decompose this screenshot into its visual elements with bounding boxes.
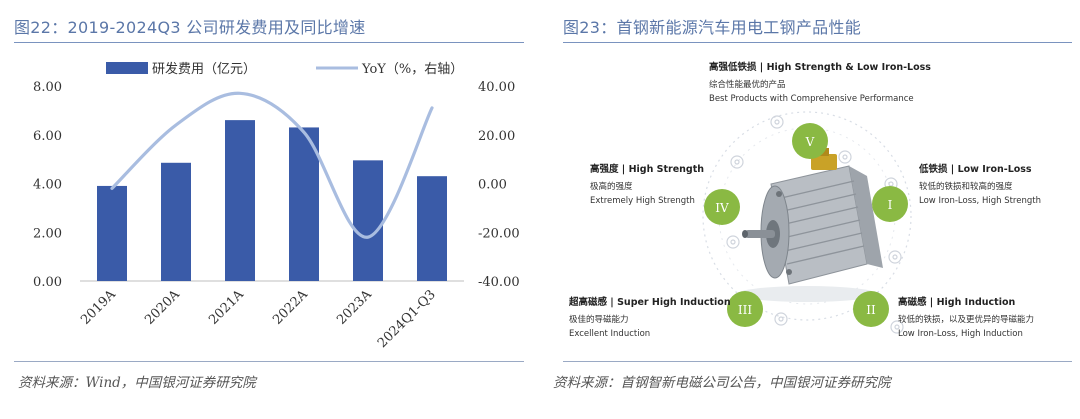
- y-right-tick-label: -20.00: [478, 226, 520, 241]
- badge-iv-label: IV: [715, 201, 729, 215]
- badge-iii: III: [727, 291, 763, 327]
- left-bottom-rule: [14, 361, 524, 362]
- badge-ii: II: [853, 291, 889, 327]
- legend: 研发费用（亿元） YoY（%，右轴）: [106, 61, 463, 77]
- y-left-tick-label: 2.00: [33, 226, 62, 241]
- center-title: 高强低铁损 | High Strength & Low Iron-Loss: [709, 61, 931, 73]
- x-tick-label: 2024Q1-Q3: [375, 287, 439, 351]
- label-item-iv: 高强度 | High Strength 极高的强度 Extremely High…: [590, 163, 704, 206]
- left-source-note: 资料来源：Wind，中国银河证券研究院: [18, 375, 256, 391]
- yoy-series-line: [110, 91, 434, 239]
- motor-illustration: [737, 148, 883, 302]
- bars-group: [97, 120, 447, 281]
- item-ii-en: Low Iron-Loss, High Induction: [898, 329, 1023, 339]
- x-tick-label: 2021A: [206, 287, 247, 328]
- item-iv-title: 高强度 | High Strength: [590, 163, 704, 175]
- item-iii-cn: 极佳的导磁能力: [569, 314, 629, 325]
- x-tick-label: 2022A: [270, 287, 311, 328]
- item-ii-title: 高磁感 | High Induction: [898, 296, 1015, 308]
- item-i-title: 低铁损 | Low Iron-Loss: [918, 163, 1032, 175]
- product-performance-diagram: V I II III IV 高强低铁损 | High Strength & Lo…: [568, 61, 1041, 339]
- bar: [225, 120, 255, 281]
- item-iv-en: Extremely High Strength: [590, 196, 695, 206]
- left-title-rule: [14, 42, 524, 43]
- label-item-iii: 超高磁感 | Super High Induction 极佳的导磁能力 Exce…: [568, 296, 731, 339]
- y-right-tick-label: -40.00: [478, 275, 520, 290]
- right-bottom-rule: [563, 361, 1072, 362]
- badge-iv: IV: [704, 189, 740, 225]
- right-title-rule: [563, 42, 1072, 43]
- item-ii-cn: 较低的铁损，以及更优异的导磁能力: [898, 314, 1034, 325]
- item-iv-cn: 极高的强度: [590, 181, 633, 192]
- badge-v-label: V: [805, 135, 815, 149]
- legend-bar-label: 研发费用（亿元）: [152, 61, 256, 77]
- x-tick-label: 2023A: [334, 287, 375, 328]
- bar: [417, 176, 447, 281]
- x-tick-label: 2019A: [78, 287, 119, 328]
- right-source-note: 资料来源：首钢智新电磁公司公告，中国银河证券研究院: [553, 375, 891, 391]
- bar: [97, 185, 127, 281]
- y-left-tick-label: 8.00: [33, 80, 62, 95]
- item-i-en: Low Iron-Loss, High Strength: [919, 196, 1041, 206]
- left-figure-panel: 图22：2019-2024Q3 公司研发费用及同比增速 研发费用（亿元） YoY…: [0, 0, 532, 419]
- gear-icon: [726, 115, 904, 334]
- rd-expense-chart: 研发费用（亿元） YoY（%，右轴） 0.00 2.00 4.00 6.00 8.00 -…: [33, 61, 520, 351]
- center-cn: 综合性能最优的产品: [709, 79, 786, 90]
- label-item-ii: 高磁感 | High Induction 较低的铁损，以及更优异的导磁能力 Lo…: [898, 296, 1034, 339]
- y-right-tick-label: 40.00: [478, 80, 515, 95]
- left-figure-title: 图22：2019-2024Q3 公司研发费用及同比增速: [14, 18, 366, 37]
- badge-ii-label: II: [866, 303, 876, 317]
- bar: [353, 160, 383, 281]
- right-figure-panel: 图23：首钢新能源汽车用电工钢产品性能: [549, 0, 1080, 419]
- label-center: 高强低铁损 | High Strength & Low Iron-Loss 综合…: [709, 61, 931, 104]
- badge-i: I: [872, 186, 908, 222]
- badge-i-label: I: [888, 198, 893, 212]
- item-i-cn: 较低的铁损和较高的强度: [919, 181, 1013, 192]
- legend-bar-swatch: [106, 62, 148, 74]
- center-en: Best Products with Comprehensive Perform…: [709, 94, 914, 104]
- y-right-tick-label: 20.00: [478, 129, 515, 144]
- yoy-line-group: [110, 91, 434, 239]
- label-item-i: 低铁损 | Low Iron-Loss 较低的铁损和较高的强度 Low Iron…: [918, 163, 1041, 206]
- bar: [289, 127, 319, 281]
- right-figure-title: 图23：首钢新能源汽车用电工钢产品性能: [563, 18, 862, 37]
- badge-iii-label: III: [738, 303, 752, 317]
- badge-v: V: [792, 123, 828, 159]
- item-iii-title: 超高磁感 | Super High Induction: [568, 296, 731, 308]
- y-left-tick-label: 0.00: [33, 275, 62, 290]
- item-iii-en: Excellent Induction: [569, 329, 650, 339]
- legend-line-label: YoY（%，右轴）: [361, 62, 463, 77]
- y-left-tick-label: 4.00: [33, 178, 62, 193]
- y-right-tick-label: 0.00: [478, 178, 507, 193]
- y-left-tick-label: 6.00: [33, 129, 62, 144]
- x-tick-label: 2020A: [142, 287, 183, 328]
- bar: [161, 162, 191, 281]
- orbit-ring: [702, 111, 912, 321]
